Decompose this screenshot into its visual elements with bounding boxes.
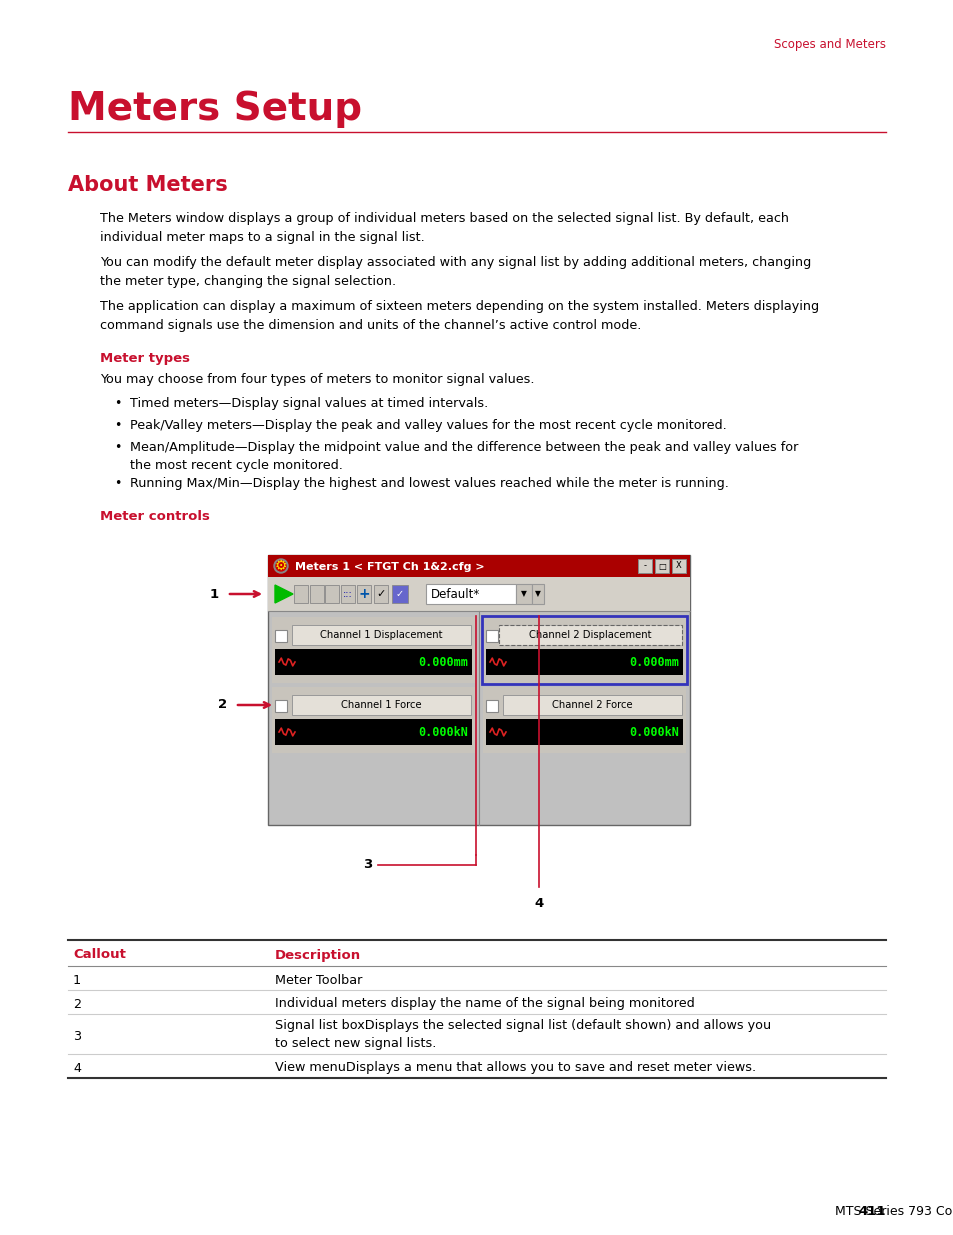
Text: Channel 2 Displacement: Channel 2 Displacement [531, 630, 653, 640]
Text: Meter controls: Meter controls [100, 510, 210, 522]
Bar [671, 559, 685, 573]
Text: Description: Description [274, 948, 361, 962]
Text: Mean/Amplitude—Display the midpoint value and the difference between the peak an: Mean/Amplitude—Display the midpoint valu… [130, 441, 798, 473]
Polygon shape [274, 585, 293, 603]
Text: 2: 2 [217, 699, 227, 711]
Bar [502, 625, 681, 645]
Text: •: • [113, 441, 121, 454]
Text: Channel 2 Force: Channel 2 Force [552, 700, 632, 710]
Text: 0.000mm: 0.000mm [628, 656, 679, 668]
Text: Default*: Default* [431, 588, 479, 600]
Bar [268, 555, 689, 825]
Text: •: • [113, 396, 121, 410]
Text: The application can display a maximum of sixteen meters depending on the system : The application can display a maximum of… [100, 300, 819, 331]
Bar [274, 630, 287, 642]
Bar [532, 584, 543, 604]
Text: 0.000kN: 0.000kN [628, 725, 679, 739]
Text: Channel 1 Displacement: Channel 1 Displacement [320, 630, 442, 640]
Text: Individual meters display the name of the signal being monitored: Individual meters display the name of th… [274, 998, 694, 1010]
Text: 411: 411 [858, 1205, 885, 1218]
Text: Meters Setup: Meters Setup [68, 90, 362, 128]
Bar [485, 650, 682, 676]
Bar [294, 585, 308, 603]
Text: 3: 3 [73, 1030, 81, 1042]
Bar [482, 687, 685, 753]
Circle shape [275, 561, 286, 571]
Text: 4: 4 [534, 897, 543, 910]
Bar [655, 559, 668, 573]
Bar [274, 650, 472, 676]
Bar [502, 695, 681, 715]
Text: Meter Toolbar: Meter Toolbar [274, 973, 362, 987]
Bar [310, 585, 324, 603]
Bar [292, 695, 471, 715]
Bar [485, 630, 497, 642]
Text: :::: ::: [343, 589, 353, 599]
Text: 1: 1 [210, 588, 219, 600]
Bar [292, 625, 471, 645]
Text: ▼: ▼ [535, 589, 540, 599]
Text: You can modify the default meter display associated with any signal list by addi: You can modify the default meter display… [100, 256, 810, 288]
Text: ▼: ▼ [520, 589, 526, 599]
Text: ✓: ✓ [395, 589, 404, 599]
Bar [272, 618, 475, 683]
Text: -: - [643, 562, 646, 571]
Text: 2: 2 [73, 998, 81, 1010]
Text: ⚙: ⚙ [274, 559, 287, 573]
Text: X: X [676, 562, 681, 571]
Text: MTS Series 793 Control Software: MTS Series 793 Control Software [834, 1205, 953, 1218]
Text: Scopes and Meters: Scopes and Meters [773, 38, 885, 51]
Text: Channel 1 Force: Channel 1 Force [341, 700, 421, 710]
Bar [325, 585, 338, 603]
Bar [272, 687, 475, 753]
Bar [340, 585, 355, 603]
Bar [374, 585, 388, 603]
Bar [498, 625, 681, 645]
Bar [426, 584, 516, 604]
Bar [268, 577, 689, 611]
Text: 4: 4 [73, 1062, 81, 1074]
Text: •: • [113, 477, 121, 490]
Text: Running Max/Min—Display the highest and lowest values reached while the meter is: Running Max/Min—Display the highest and … [130, 477, 728, 490]
Bar [485, 719, 682, 745]
Text: View menuDisplays a menu that allows you to save and reset meter views.: View menuDisplays a menu that allows you… [274, 1062, 756, 1074]
Text: •: • [113, 419, 121, 432]
Text: The Meters window displays a group of individual meters based on the selected si: The Meters window displays a group of in… [100, 212, 788, 243]
Text: Channel 2 Displacement: Channel 2 Displacement [529, 630, 651, 640]
Bar [482, 618, 685, 683]
Text: Timed meters—Display signal values at timed intervals.: Timed meters—Display signal values at ti… [130, 396, 488, 410]
Text: Peak/Valley meters—Display the peak and valley values for the most recent cycle : Peak/Valley meters—Display the peak and … [130, 419, 726, 432]
Bar [481, 616, 686, 684]
Bar [274, 719, 472, 745]
Bar [516, 584, 532, 604]
Bar [356, 585, 371, 603]
Circle shape [274, 559, 288, 573]
Bar [485, 700, 497, 713]
Text: 0.000kN: 0.000kN [417, 725, 468, 739]
Text: +: + [357, 587, 370, 601]
Text: Meter types: Meter types [100, 352, 190, 366]
Bar [638, 559, 651, 573]
Text: 0.000mm: 0.000mm [417, 656, 468, 668]
Text: Callout: Callout [73, 948, 126, 962]
Text: ✓: ✓ [375, 589, 385, 599]
Text: Signal list boxDisplays the selected signal list (default shown) and allows you
: Signal list boxDisplays the selected sig… [274, 1019, 770, 1050]
Bar [268, 555, 689, 577]
Text: 1: 1 [73, 973, 81, 987]
Text: Meters 1 < FTGT Ch 1&2.cfg >: Meters 1 < FTGT Ch 1&2.cfg > [294, 562, 484, 572]
Text: □: □ [658, 562, 665, 571]
Text: About Meters: About Meters [68, 175, 228, 195]
Text: You may choose from four types of meters to monitor signal values.: You may choose from four types of meters… [100, 373, 534, 387]
Bar [274, 700, 287, 713]
Text: 3: 3 [362, 858, 372, 872]
Bar [392, 585, 408, 603]
